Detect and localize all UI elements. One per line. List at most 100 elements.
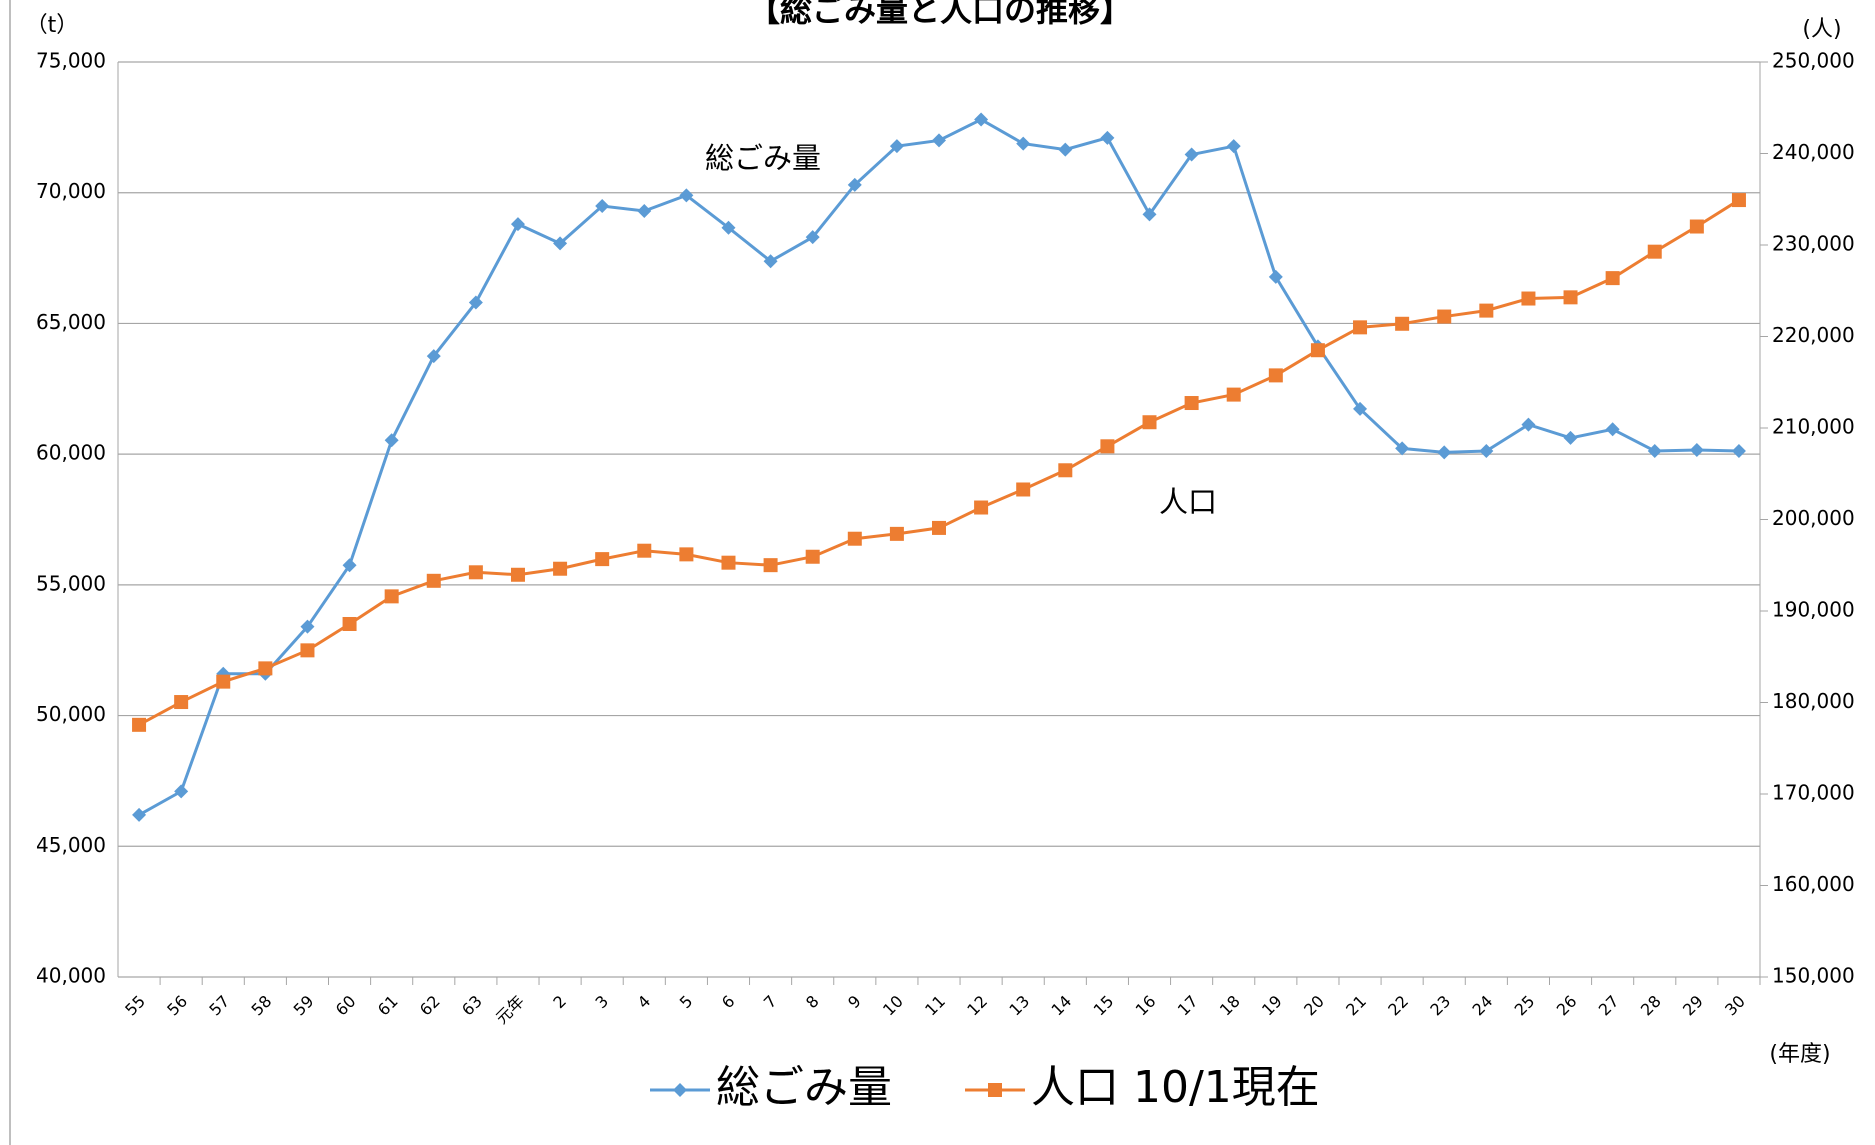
y2-tick-label: 190,000 [1772,598,1855,622]
marker [805,230,820,245]
marker [1731,444,1746,459]
x-tick-label: 元年 [492,992,528,1028]
marker [1479,303,1494,318]
marker [595,552,610,567]
marker [384,433,399,448]
marker [1058,463,1073,478]
marker [721,555,736,570]
marker [1563,290,1578,305]
marker [1731,193,1746,208]
marker [1395,316,1410,331]
x-tick-label: 11 [921,992,949,1020]
x-tick-label: 22 [1384,992,1412,1020]
x-tick-label: 28 [1637,992,1665,1020]
marker [1605,422,1620,437]
marker [637,204,652,219]
annotation: 人口 [1159,485,1217,519]
x-tick-label: 5 [676,992,697,1013]
marker [342,558,357,573]
marker [1142,207,1157,222]
marker [342,616,357,631]
marker [1353,401,1368,416]
marker [1437,309,1452,324]
marker [132,807,147,822]
x-tick-label: 56 [163,992,191,1020]
marker [847,177,862,192]
y2-tick-label: 160,000 [1772,872,1855,896]
y2-tick-label: 180,000 [1772,689,1855,713]
marker [889,526,904,541]
x-tick-label: 60 [332,992,360,1020]
marker [426,349,441,364]
marker [300,643,315,658]
y-tick-label: 60,000 [36,441,106,465]
x-tick-label: 62 [416,992,444,1020]
x-tick-label: 13 [1005,992,1033,1020]
y2-tick-label: 220,000 [1772,323,1855,347]
x-tick-label: 58 [248,992,276,1020]
series [132,112,1746,822]
marker [1353,320,1368,335]
x-tick-label: 18 [1216,992,1244,1020]
x-tick-label: 23 [1426,992,1454,1020]
marker [1058,142,1073,157]
x-tick-label: 8 [802,992,823,1013]
x-tick-label: 2 [549,992,570,1013]
y-tick-label: 65,000 [36,310,106,334]
y-tick-label: 55,000 [36,571,106,595]
marker [679,188,694,203]
y2-tick-label: 240,000 [1772,140,1855,164]
marker [300,619,315,634]
x-tick-label: 30 [1721,992,1749,1020]
y2-tick-label: 250,000 [1772,49,1855,73]
marker [1226,387,1241,402]
y2-tick-label: 210,000 [1772,415,1855,439]
series [132,193,1746,732]
x-tick-label: 17 [1174,992,1202,1020]
y-tick-label: 75,000 [36,49,106,73]
x-tick-label: 3 [592,992,613,1013]
marker [595,199,610,214]
marker [132,717,147,732]
marker [468,295,483,310]
line [138,117,1739,817]
x-tick-label: 14 [1047,992,1075,1020]
line [138,198,1740,727]
chart-title: 【総ごみ量と人口の推移】 [748,0,1132,29]
y2-tick-label: 230,000 [1772,232,1855,256]
marker [468,565,483,580]
y2-tick-label: 200,000 [1772,506,1855,530]
marker [974,112,989,127]
marker [1647,244,1662,259]
marker [1184,396,1199,411]
marker [1268,269,1283,284]
x-tick-label: 21 [1342,992,1370,1020]
marker [763,558,778,573]
marker [1395,441,1410,456]
legend-label: 総ごみ量 [716,1062,892,1113]
marker [1310,343,1325,358]
marker [1016,136,1031,151]
marker [988,1083,1002,1097]
x-tick-label: 16 [1132,992,1160,1020]
marker [174,695,189,710]
x-tick-label: 19 [1258,992,1286,1020]
marker [1268,368,1283,383]
marker [553,236,568,251]
marker [258,661,273,676]
x-tick-label: 63 [458,992,486,1020]
x-tick-label: 61 [374,992,402,1020]
x-tick-label: 57 [205,992,233,1020]
y-tick-label: 45,000 [36,833,106,857]
marker [1016,482,1031,497]
marker [1521,291,1536,306]
x-tick-label: 29 [1679,992,1707,1020]
marker [763,254,778,269]
marker [510,217,525,232]
x-tick-label: 15 [1090,992,1118,1020]
marker [510,567,525,582]
marker [1437,445,1452,460]
x-axis-unit: (年度) [1769,1042,1830,1067]
marker [1647,444,1662,459]
